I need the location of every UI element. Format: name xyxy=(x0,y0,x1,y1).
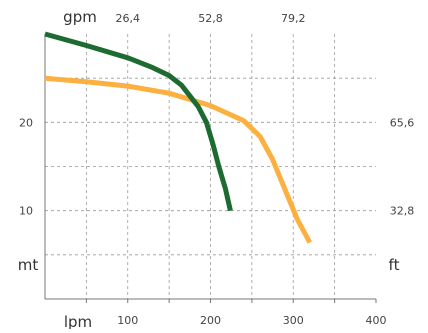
x-top-tick-label: 52,8 xyxy=(198,12,223,25)
performance-curve xyxy=(44,31,233,212)
bottom-axis-unit-label: lpm xyxy=(64,313,92,329)
x-tick-label: 300 xyxy=(283,314,304,327)
x-top-tick-label: 26,4 xyxy=(116,12,141,25)
axes: 100 200 300 400 26,4 52,8 79,2 10 20 32,8 65,6 xyxy=(19,12,414,327)
series xyxy=(44,31,313,244)
top-axis-unit-label: gpm xyxy=(63,8,97,26)
y-tick-label: 20 xyxy=(19,116,33,129)
x-top-tick-label: 79,2 xyxy=(281,12,306,25)
y-tick-label: 10 xyxy=(19,205,33,218)
x-tick-label: 200 xyxy=(200,314,221,327)
left-axis-unit-label: mt xyxy=(18,256,39,274)
x-tick-label: 100 xyxy=(117,314,138,327)
y-right-tick-label: 65,6 xyxy=(390,116,415,129)
performance-curve xyxy=(44,75,313,244)
y-right-tick-label: 32,8 xyxy=(390,205,415,218)
x-tick-label: 400 xyxy=(366,314,387,327)
right-axis-unit-label: ft xyxy=(389,256,400,274)
